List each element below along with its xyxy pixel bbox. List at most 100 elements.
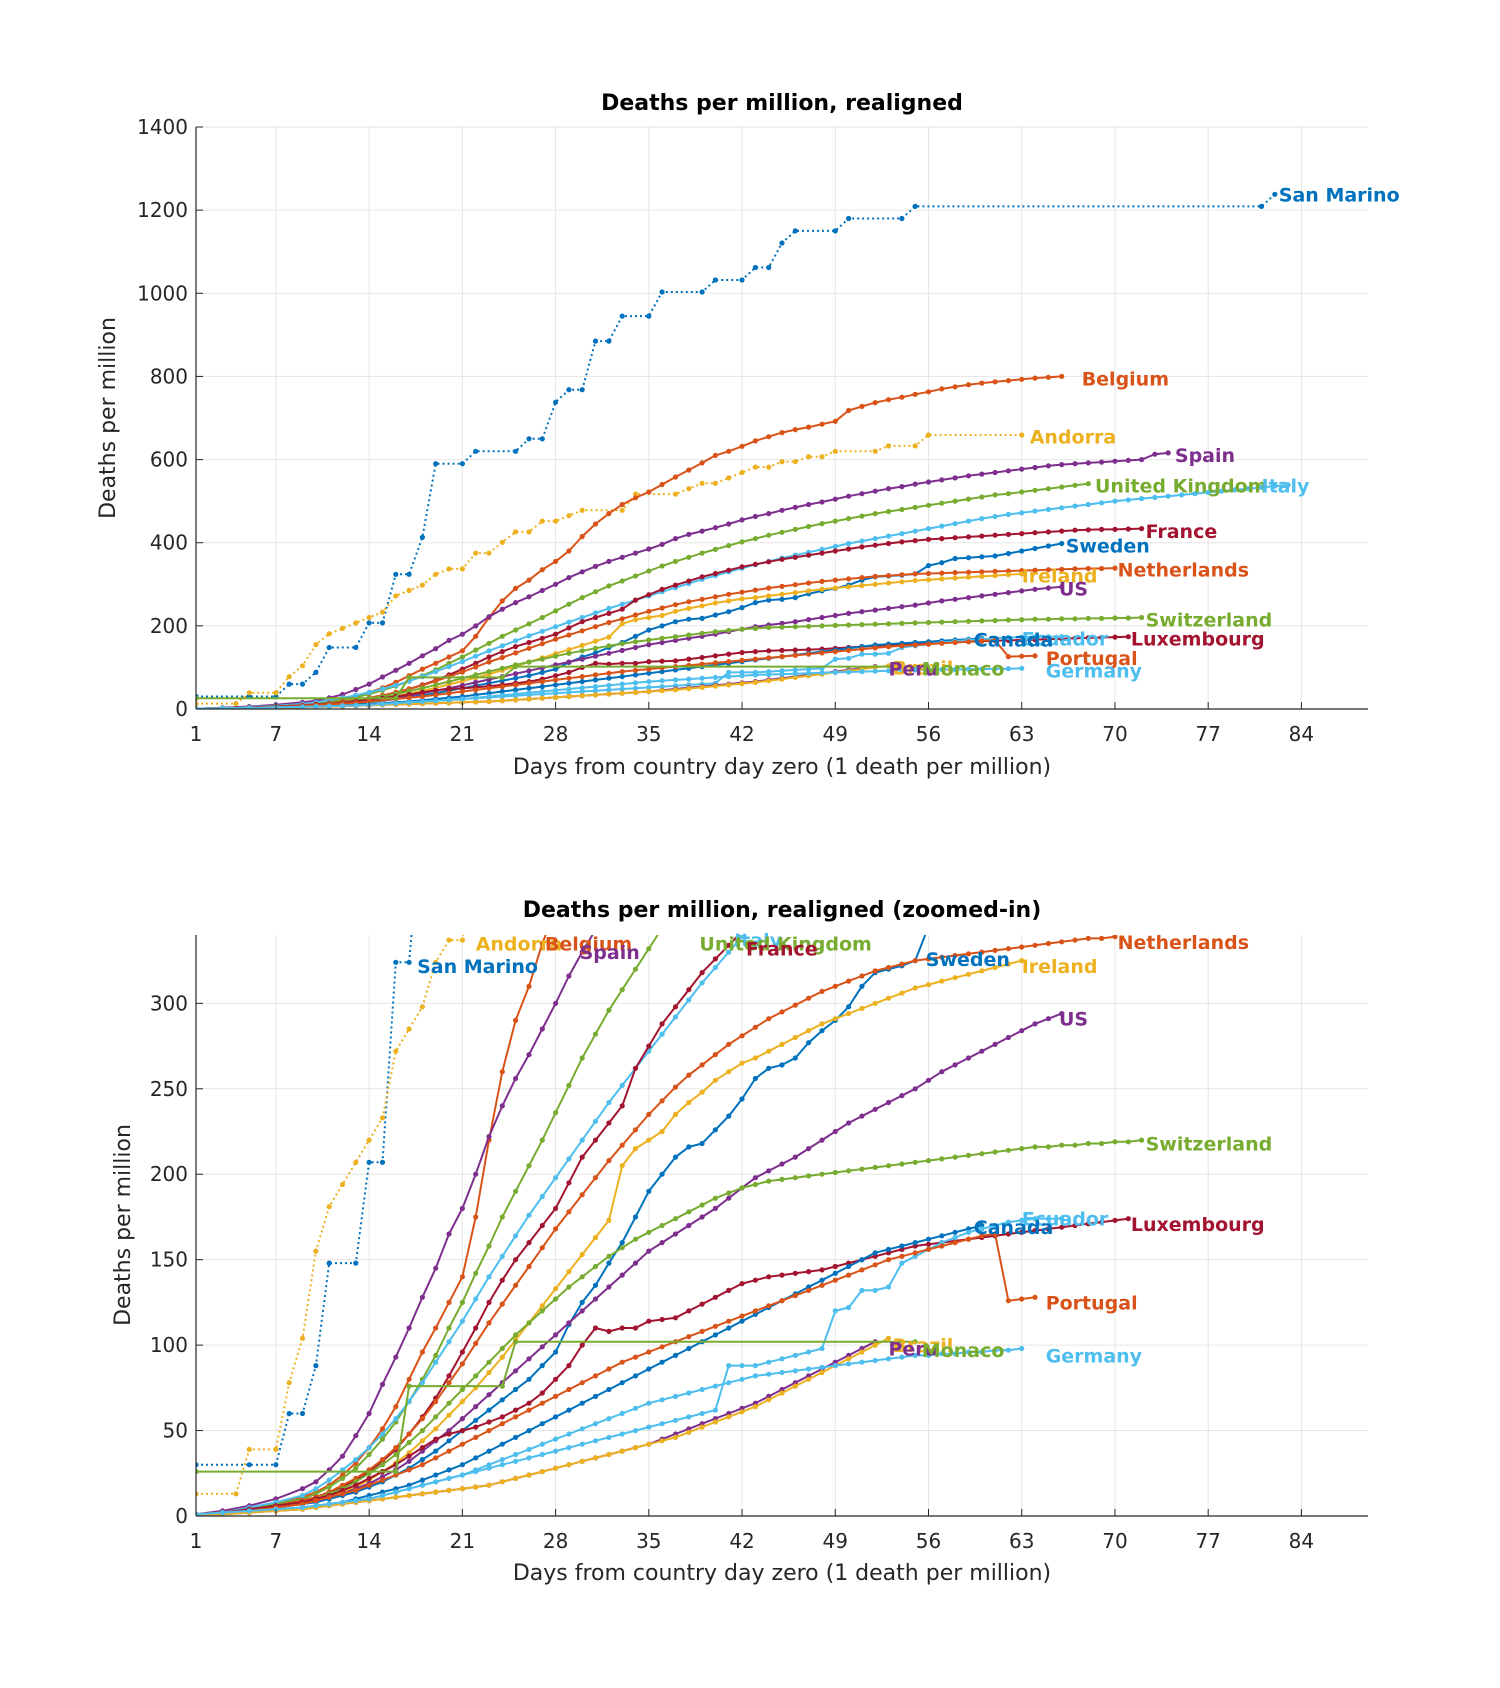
top-series-point-andorra (912, 443, 918, 449)
top-series-point-sweden (965, 555, 972, 561)
top-series-point-france (806, 552, 812, 558)
top-series-point-andorra (806, 454, 812, 460)
top-series-point-luxembourg (686, 656, 692, 662)
top-series-point-united-kingdom (459, 654, 465, 660)
bottom-series-point-us (473, 1404, 479, 1410)
top-series-point-us (1059, 584, 1065, 590)
bottom-series-point-italy (566, 1156, 572, 1162)
bottom-series-point-luxembourg (1045, 1226, 1051, 1232)
top-series-point-brazil (619, 690, 625, 696)
top-series-point-germany (659, 678, 665, 684)
top-series-point-italy (1099, 500, 1105, 506)
top-series-point-us (992, 591, 998, 597)
bottom-series-point-brazil (513, 1475, 519, 1481)
top-series-point-portugal (619, 669, 625, 675)
top-series-point-italy (1005, 511, 1012, 517)
top-series-point-brazil (792, 674, 798, 681)
top-series-point-netherlands (699, 596, 705, 602)
top-series-point-luxembourg (619, 660, 625, 666)
top-series-point-netherlands (433, 678, 439, 684)
top-series-point-united-kingdom (592, 589, 599, 595)
bottom-x-tick-label: 70 (1102, 1529, 1127, 1553)
bottom-series-point-germany (672, 1393, 679, 1399)
top-series-label-canada: Canada (974, 630, 1054, 652)
top-series-point-belgium (899, 394, 905, 400)
top-series-point-belgium (979, 380, 985, 386)
top-series-point-andorra (299, 663, 306, 669)
bottom-series-point-ireland (539, 1303, 545, 1309)
bottom-series-point-netherlands (739, 1033, 745, 1039)
top-series-point-sweden (513, 675, 519, 681)
bottom-series-point-canada (619, 1380, 625, 1386)
top-series-point-italy (1245, 486, 1251, 492)
bottom-series-point-sweden (592, 1282, 599, 1288)
top-series-point-brazil (499, 698, 505, 704)
bottom-series-point-italy (393, 1416, 399, 1422)
bottom-x-tick-label: 42 (729, 1529, 754, 1553)
top-series-point-germany (486, 693, 492, 700)
bottom-series-point-netherlands (553, 1226, 559, 1232)
top-y-tick-label: 600 (150, 448, 188, 472)
top-series-point-france (1032, 530, 1038, 536)
chart-top-y-axis-label: Deaths per million (96, 317, 121, 519)
bottom-series-label-belgium: Belgium (545, 934, 632, 956)
top-y-tick-label: 1000 (137, 281, 188, 305)
bottom-series-point-brazil (779, 1390, 785, 1396)
bottom-series-label-france: France (746, 939, 818, 961)
bottom-series-point-luxembourg (766, 1274, 772, 1280)
top-series-point-germany (806, 670, 812, 676)
top-series-point-belgium (1032, 375, 1038, 381)
bottom-series-point-switzerland (646, 1229, 652, 1235)
top-series-point-germany (672, 677, 679, 683)
top-series-point-san-marino (899, 215, 905, 222)
bottom-series-point-switzerland (925, 1158, 932, 1164)
top-series-point-canada (659, 669, 665, 675)
top-series-point-portugal (566, 675, 572, 681)
top-series-point-netherlands (766, 585, 772, 591)
bottom-series-point-netherlands (846, 978, 852, 984)
bottom-series-point-netherlands (513, 1282, 519, 1288)
bottom-series-point-united-kingdom (646, 946, 652, 952)
top-series-point-spain (979, 471, 985, 477)
top-series-point-netherlands (912, 571, 918, 577)
bottom-series-point-germany (979, 1349, 985, 1355)
top-series-point-portugal (1032, 653, 1038, 659)
bottom-series-point-san-marino (286, 1410, 292, 1417)
bottom-series-point-portugal (779, 1298, 785, 1304)
top-series-point-germany (353, 702, 359, 708)
top-series-point-andorra (872, 448, 878, 454)
bottom-series-point-luxembourg (513, 1407, 519, 1413)
top-series-label-germany: Germany (1046, 660, 1143, 682)
bottom-series-point-ireland (899, 990, 905, 996)
top-series-point-france (606, 610, 612, 617)
top-series-point-andorra (766, 464, 772, 470)
bottom-series-point-belgium (459, 1274, 465, 1280)
bottom-series-point-monaco (196, 1469, 199, 1475)
bottom-series-point-germany (446, 1475, 452, 1481)
bottom-series-point-switzerland (393, 1451, 399, 1458)
top-series-point-italy (353, 692, 359, 698)
top-series-point-united-kingdom (686, 554, 692, 560)
bottom-series-point-brazil (792, 1383, 798, 1389)
top-series-point-switzerland (1125, 615, 1131, 621)
top-series-point-us (952, 596, 958, 602)
top-series-point-ireland (939, 576, 945, 582)
top-series-point-belgium (433, 660, 439, 666)
top-series-point-germany (433, 698, 439, 704)
bottom-series-point-san-marino (196, 1462, 199, 1468)
bottom-series-point-germany (992, 1347, 998, 1353)
top-series-point-germany (925, 667, 932, 673)
bottom-series-point-brazil (699, 1424, 705, 1430)
bottom-series-point-netherlands (1085, 935, 1091, 942)
top-series-point-germany (992, 666, 998, 672)
top-series-point-germany (712, 674, 719, 681)
bottom-series-point-sweden (859, 983, 865, 989)
bottom-series-point-andorra (366, 1137, 372, 1143)
bottom-series-point-france (539, 1222, 545, 1229)
top-series-point-belgium (672, 474, 679, 480)
top-series-point-netherlands (486, 659, 492, 665)
top-series-point-spain (925, 479, 932, 485)
top-series-point-switzerland (846, 622, 852, 628)
top-y-tick-label: 1200 (137, 198, 188, 222)
top-series-point-spain (952, 475, 958, 481)
